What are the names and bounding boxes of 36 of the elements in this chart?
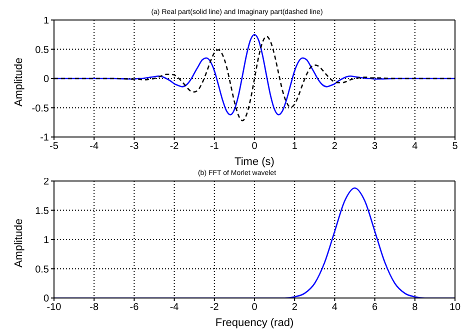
x-tick-label: 1 (292, 141, 298, 152)
y-tick-label: 1 (43, 16, 50, 27)
x-tick-label: 10 (449, 302, 461, 314)
y-tick-label: 0 (43, 74, 50, 86)
x-tick-label: 5 (452, 141, 458, 152)
x-tick-label: 4 (332, 302, 338, 314)
x-tick-label: -3 (130, 141, 140, 152)
x-tick-label: 2 (332, 141, 338, 152)
y-tick-label: -1 (40, 132, 50, 144)
x-tick-label: -4 (90, 141, 99, 152)
x-tick-label: 0 (252, 141, 258, 152)
x-tick-label: -2 (170, 141, 180, 152)
x-tick-label: -2 (210, 302, 220, 314)
x-tick-label: 0 (252, 302, 258, 314)
y-tick-label: -0.5 (32, 103, 50, 114)
x-tick-label: -5 (50, 141, 59, 152)
x-tick-label: 2 (292, 302, 298, 314)
y-tick-label: 0.5 (35, 264, 50, 276)
x-axis-title: Time (s) (234, 156, 274, 168)
x-tick-label: -6 (130, 302, 140, 314)
x-tick-label: 3 (372, 141, 378, 152)
x-tick-label: 8 (412, 302, 418, 314)
x-tick-label: -8 (90, 302, 99, 314)
x-tick-label: -1 (210, 141, 220, 152)
x-tick-label: 4 (412, 141, 418, 152)
x-tick-label: -10 (46, 302, 62, 314)
x-tick-label: 6 (372, 302, 378, 314)
y-tick-label: 0.5 (35, 44, 50, 56)
y-tick-label: 1 (43, 235, 50, 246)
y-axis-title: Amplitude (12, 218, 25, 268)
y-tick-label: 1.5 (35, 206, 50, 217)
y-tick-label: 0 (43, 294, 50, 305)
x-axis-title: Frequency (rad) (215, 317, 294, 329)
y-axis-title: Amplitude (12, 58, 25, 106)
x-tick-label: -4 (170, 302, 180, 314)
y-tick-label: 2 (43, 176, 50, 188)
